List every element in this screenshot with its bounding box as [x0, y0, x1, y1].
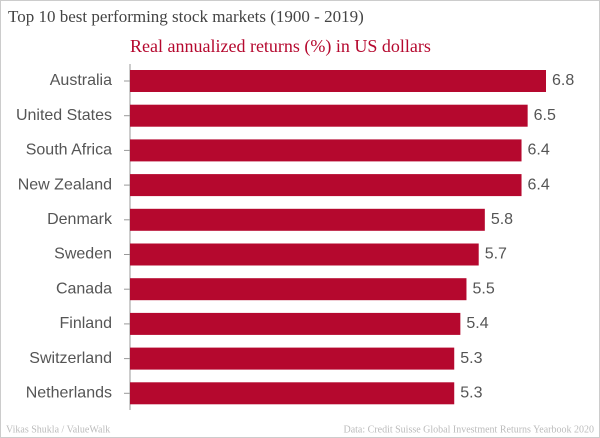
value-label: 6.4 — [528, 176, 550, 193]
value-label: 5.7 — [485, 246, 507, 263]
value-label: 5.5 — [472, 280, 494, 297]
category-label: Switzerland — [29, 350, 112, 367]
bar — [130, 208, 485, 231]
category-label: Sweden — [54, 246, 112, 263]
value-label: 5.3 — [460, 385, 482, 402]
category-label: Canada — [56, 280, 112, 297]
bar — [130, 70, 546, 92]
value-label: 5.3 — [460, 350, 482, 367]
source: Data: Credit Suisse Global Investment Re… — [343, 424, 594, 435]
chart-subtitle: Real annualized returns (%) in US dollar… — [130, 36, 431, 57]
category-label: South Africa — [26, 142, 112, 159]
bar — [130, 174, 522, 197]
value-label: 5.4 — [466, 315, 488, 332]
category-label: United States — [16, 107, 112, 124]
category-label: Netherlands — [26, 385, 112, 402]
bar — [130, 104, 528, 127]
value-label: 5.8 — [491, 211, 513, 228]
category-label: Finland — [60, 315, 112, 332]
bar — [130, 312, 461, 335]
category-label: Denmark — [47, 211, 113, 228]
bar — [130, 347, 455, 370]
bar — [130, 382, 455, 405]
value-label: 6.4 — [528, 142, 550, 159]
category-label: New Zealand — [18, 176, 112, 193]
value-label: 6.8 — [552, 72, 574, 89]
chart-title: Top 10 best performing stock markets (19… — [8, 7, 364, 26]
bar — [130, 278, 467, 301]
bar — [130, 243, 479, 266]
value-label: 6.5 — [534, 107, 556, 124]
category-label: Australia — [50, 72, 112, 89]
credit: Vikas Shukla / ValueWalk — [6, 424, 110, 435]
bar — [130, 139, 522, 162]
